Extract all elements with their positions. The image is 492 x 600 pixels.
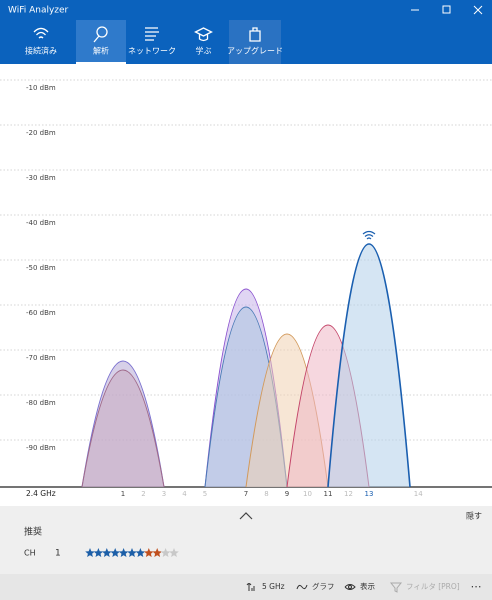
footer xyxy=(0,574,492,600)
star xyxy=(160,548,171,557)
channel-label: CH xyxy=(24,549,36,558)
tab-label: 学ぶ xyxy=(196,46,212,56)
star-group-good xyxy=(85,548,146,557)
star xyxy=(127,548,137,557)
footer-icon xyxy=(344,584,356,590)
tab-icon xyxy=(93,26,108,43)
star xyxy=(152,548,162,557)
star xyxy=(93,548,104,557)
y-tick-label: -50 dBm xyxy=(26,264,56,272)
x-tick-label: 4 xyxy=(182,490,187,498)
tab[interactable]: 接続済み xyxy=(25,27,57,56)
footer-label: 5 GHz xyxy=(262,582,285,591)
tab-label: 接続済み xyxy=(25,46,57,56)
tab-label: 解析 xyxy=(93,46,109,56)
y-tick-label: -80 dBm xyxy=(26,399,56,407)
y-tick-label: -40 dBm xyxy=(26,219,56,227)
band-label: 2.4 GHz xyxy=(26,489,56,498)
x-tick-label: 1 xyxy=(121,490,125,498)
x-tick-label: 10 xyxy=(303,490,312,498)
tab-highlight xyxy=(229,20,281,64)
tab-icon xyxy=(194,27,213,42)
y-tick-label: -60 dBm xyxy=(26,309,56,317)
x-tick-label: 3 xyxy=(162,490,166,498)
x-tick-label: 11 xyxy=(324,490,333,498)
star xyxy=(110,548,120,557)
footer-item[interactable]: 表示 xyxy=(344,581,375,591)
x-tick-label: 7 xyxy=(244,490,248,498)
x-tick-label: 2 xyxy=(141,490,145,498)
y-tick-label: -70 dBm xyxy=(26,354,56,362)
tab-underline xyxy=(76,62,126,64)
star xyxy=(169,548,179,557)
hide-button[interactable]: 隠す xyxy=(466,511,482,521)
tab[interactable]: ネットワーク xyxy=(128,27,176,56)
star xyxy=(135,548,146,557)
star xyxy=(144,548,154,557)
tab-label: アップグレード xyxy=(227,46,283,56)
tab-label: ネットワーク xyxy=(128,47,176,56)
tab[interactable]: アップグレード xyxy=(227,20,283,64)
recommend-label: 推奨 xyxy=(24,526,42,538)
bottom-panel xyxy=(0,506,492,574)
footer-item[interactable]: グラフ xyxy=(296,581,335,591)
star xyxy=(118,548,129,557)
tab-bar: 接続済み 解析 ネットワーク 学ぶ アップグレード xyxy=(25,20,283,64)
network-curve xyxy=(327,243,411,488)
x-tick-label: 5 xyxy=(203,490,207,498)
x-tick-label: 14 xyxy=(414,490,423,498)
tab[interactable]: 学ぶ xyxy=(194,27,213,56)
window-title: WiFi Analyzer xyxy=(8,6,69,16)
star-group-empty xyxy=(160,548,179,557)
footer-icon xyxy=(389,582,403,593)
x-tick-label: 13 xyxy=(365,490,374,498)
footer-item: フィルタ [PRO] xyxy=(389,582,460,593)
chart: -10 dBm -20 dBm -30 dBm -40 dBm -50 dBm -60 d… xyxy=(0,79,492,498)
footer-label: グラフ xyxy=(312,581,335,591)
close[interactable] xyxy=(473,5,483,15)
network-curve xyxy=(81,369,165,488)
y-tick-label: -30 dBm xyxy=(26,174,56,182)
footer-icon xyxy=(246,583,255,591)
window-controls[interactable] xyxy=(411,5,483,15)
y-tick-label: -10 dBm xyxy=(26,84,56,92)
y-tick-label: -90 dBm xyxy=(26,444,56,452)
x-tick-label: 8 xyxy=(264,490,268,498)
star xyxy=(102,548,112,557)
collapse-chevron[interactable] xyxy=(239,512,253,520)
star-group-fair xyxy=(144,548,162,557)
channel-value: 1 xyxy=(55,549,61,559)
wifi-icon xyxy=(362,230,376,240)
star xyxy=(85,548,95,557)
tab-icon xyxy=(33,27,49,39)
tab-icon xyxy=(145,27,159,41)
footer-item[interactable]: 5 GHz xyxy=(246,582,285,591)
tab-icon xyxy=(249,27,261,42)
maximize[interactable] xyxy=(442,5,451,14)
rating xyxy=(85,548,179,557)
footer-icon xyxy=(296,584,308,590)
x-tick-label: 9 xyxy=(285,490,289,498)
footer-items: 5 GHz グラフ 表示 フィルタ [PRO] xyxy=(246,581,460,593)
connected-icon xyxy=(362,230,376,240)
x-tick-label: 12 xyxy=(344,490,353,498)
tab[interactable]: 解析 xyxy=(76,20,126,64)
more-button[interactable]: ⋯ xyxy=(471,580,482,593)
y-tick-label: -20 dBm xyxy=(26,129,56,137)
footer-label: 表示 xyxy=(360,581,375,591)
footer-label: フィルタ [PRO] xyxy=(406,582,460,591)
